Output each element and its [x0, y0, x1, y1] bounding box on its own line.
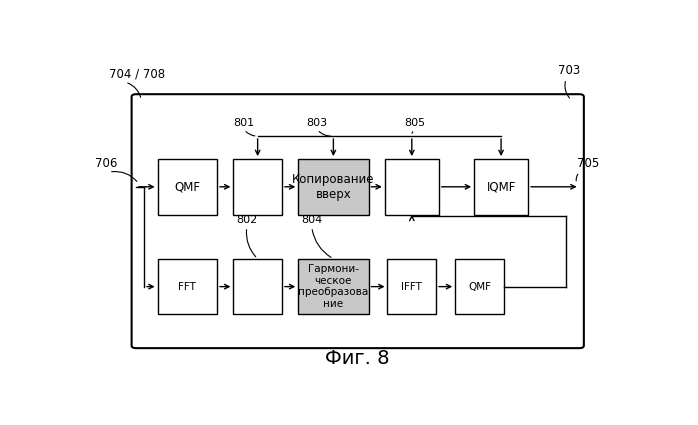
- Bar: [387, 259, 436, 314]
- Text: 705: 705: [577, 157, 599, 170]
- Text: QMF: QMF: [468, 282, 491, 292]
- FancyBboxPatch shape: [132, 94, 584, 348]
- Text: IQMF: IQMF: [487, 180, 516, 193]
- Bar: [385, 159, 439, 215]
- Text: Фиг. 8: Фиг. 8: [325, 349, 390, 368]
- Text: 805: 805: [404, 118, 425, 128]
- Text: 802: 802: [236, 215, 258, 225]
- Text: 801: 801: [234, 118, 255, 128]
- Text: 704 / 708: 704 / 708: [109, 68, 165, 80]
- Text: 803: 803: [306, 118, 328, 128]
- Bar: [298, 159, 369, 215]
- Bar: [233, 259, 282, 314]
- Text: QMF: QMF: [174, 180, 200, 193]
- Bar: [233, 159, 282, 215]
- Bar: [158, 259, 217, 314]
- Bar: [474, 159, 528, 215]
- Text: 706: 706: [96, 157, 118, 170]
- Text: Гармони-
ческое
преобразова
ние: Гармони- ческое преобразова ние: [298, 264, 369, 309]
- Bar: [298, 259, 369, 314]
- Bar: [158, 159, 217, 215]
- Text: FFT: FFT: [179, 282, 196, 292]
- Text: 804: 804: [301, 215, 322, 225]
- Text: Копирование
вверх: Копирование вверх: [292, 173, 375, 201]
- Text: 703: 703: [558, 64, 580, 77]
- Bar: [455, 259, 504, 314]
- Text: IFFT: IFFT: [401, 282, 422, 292]
